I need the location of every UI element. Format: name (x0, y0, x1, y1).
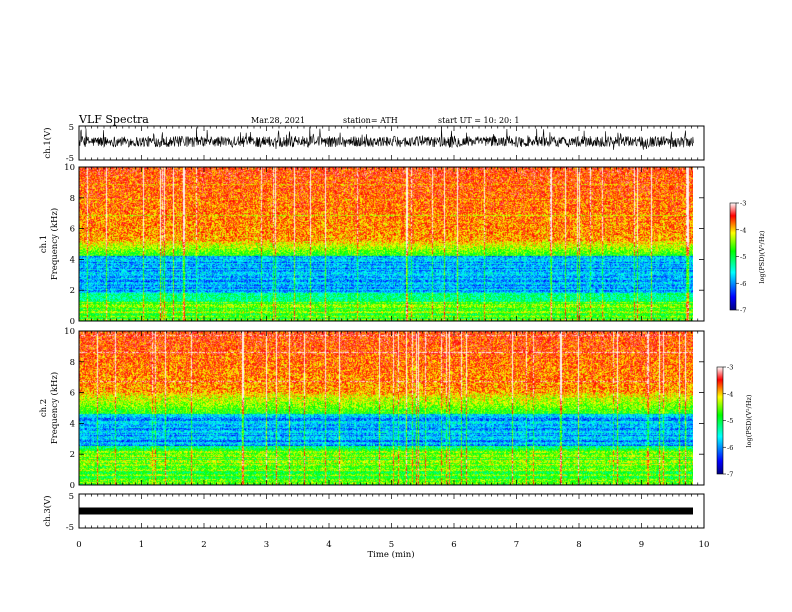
ch3-ytick-bottom: -5 (66, 523, 74, 533)
spectrogram-ytick-label: 8 (70, 194, 75, 204)
time-tick-label: 2 (201, 540, 206, 550)
ch2-colorbar-label: log(PSD)(V²/Hz) (745, 394, 753, 447)
time-tick-label: 10 (699, 540, 710, 550)
spectrogram-ytick-label: 10 (64, 327, 75, 337)
spectrogram-ytick-label: 2 (70, 286, 75, 296)
ch2-colorbar-scale (716, 366, 724, 475)
start-time-label: start UT = 10: 20: 1 (438, 116, 519, 125)
time-tick-label: 0 (76, 540, 81, 550)
ch1-ytick-bottom: -5 (66, 154, 74, 164)
ch1-waveform-ylabel: ch.1(V) (42, 127, 53, 158)
ch1-colorbar: -3 -4 -5 -6 -7 log(PSD)(V²/Hz) (729, 200, 766, 315)
time-tick-label: 4 (326, 540, 331, 550)
colorbar-tick-label: -7 (727, 471, 733, 479)
colorbar-tick-label: -4 (740, 226, 746, 234)
colorbar-tick-label: -6 (727, 444, 733, 452)
colorbar-tick-label: -5 (740, 253, 746, 261)
date-label: Mar.28, 2021 (251, 116, 305, 125)
ch2-spectrogram-image (79, 331, 693, 485)
time-axis-label: Time (min) (367, 549, 414, 560)
time-tick-label: 3 (264, 540, 269, 550)
spectrogram-ytick-label: 0 (70, 317, 75, 327)
ch2-spectrogram-ylabel-bottom: Frequency (kHz) (49, 372, 60, 444)
ch3-ytick-top: 5 (69, 492, 74, 502)
spectrogram-ytick-label: 10 (64, 163, 75, 173)
ch1-spectrogram-ylabel-top: ch.1 (39, 235, 49, 253)
colorbar-tick-label: -3 (740, 200, 746, 208)
time-tick-label: 1 (139, 540, 144, 550)
ch2-colorbar: -3 -4 -5 -6 -7 log(PSD)(V²/Hz) (716, 364, 753, 479)
ch1-ytick-top: 5 (69, 123, 74, 133)
ch2-spectrogram-panel: 0 2 4 6 8 10 ch.2 Frequency (kHz) -3 -4 -5 -6 -7 … (39, 327, 753, 491)
ch1-colorbar-scale (729, 202, 737, 311)
spectrogram-ytick-label: 0 (70, 481, 75, 491)
spectrogram-ytick-label: 6 (70, 225, 75, 235)
ch2-spectrogram-ylabel-top: ch.2 (39, 399, 49, 417)
spectrogram-ytick-label: 8 (70, 358, 75, 368)
spectrogram-ytick-label: 2 (70, 450, 75, 460)
time-axis-ticks (78, 126, 705, 528)
time-tick-label: 8 (576, 540, 581, 550)
ch1-waveform-trace (78, 126, 694, 150)
ch3-waveform-ylabel: ch.3(V) (42, 495, 53, 526)
colorbar-tick-label: -4 (727, 390, 733, 398)
colorbar-tick-label: -3 (727, 364, 733, 372)
spectrogram-ytick-label: 6 (70, 389, 75, 399)
station-label: station= ATH (343, 116, 398, 125)
ch1-spectrogram-image (79, 167, 693, 321)
time-tick-label: 9 (639, 540, 644, 550)
colorbar-tick-label: -6 (740, 280, 746, 288)
colorbar-tick-label: -5 (727, 417, 733, 425)
spectrogram-ytick-label: 4 (70, 255, 75, 265)
time-tick-label: 5 (389, 540, 394, 550)
figure-title: VLF Spectra (78, 113, 149, 126)
ch1-spectrogram-panel: 0 2 4 6 8 10 ch.1 Frequency (kHz) -3 -4 -5 -6 -7 … (39, 163, 766, 327)
time-tick-label: 6 (451, 540, 456, 550)
ch3-waveform-trace (79, 507, 693, 515)
time-axis-ticklabels: 0 1 2 3 4 5 6 7 8 9 10 (76, 540, 709, 550)
spectrogram-ytick-label: 4 (70, 419, 75, 429)
ch1-colorbar-label: log(PSD)(V²/Hz) (758, 230, 766, 283)
time-tick-label: 7 (514, 540, 519, 550)
ch1-spectrogram-ylabel-bottom: Frequency (kHz) (49, 208, 60, 280)
colorbar-tick-label: -7 (740, 307, 746, 315)
